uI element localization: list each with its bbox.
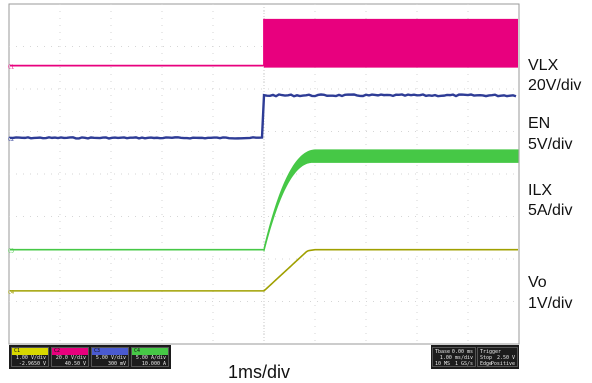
timebase-rate: 1 GS/s [454, 361, 473, 367]
channel-c3-scale: 5.00 V/div [95, 355, 126, 361]
timebase-div: 1.00 ms/div [439, 355, 473, 361]
channel-markers: C1 C2 C3 C4 [8, 65, 14, 296]
channel-c1-offset: -2.9650 V [18, 361, 46, 367]
channel-c4-header [132, 348, 168, 355]
trigger-mode: Stop [480, 355, 493, 361]
channel-box-c4[interactable]: C4 5.00 A/div 10.000 A [131, 347, 169, 367]
en-scale-label: 5V/div [528, 136, 573, 153]
vo-ground-marker: C4 [8, 290, 14, 296]
vlx-name-label: VLX [528, 57, 559, 74]
trigger-slope: Positive [490, 361, 515, 367]
vo-name-label: Vo [528, 274, 547, 291]
channel-c3-header [92, 348, 128, 355]
timebase-delay: 0.00 ms [451, 349, 473, 355]
en-trace [8, 93, 517, 140]
en-ground-marker: C2 [8, 137, 14, 143]
trigger-title: Trigger [480, 349, 502, 355]
channel-c1-header [12, 348, 48, 355]
vo-trace [10, 248, 518, 292]
ilx-name-label: ILX [528, 182, 553, 199]
channel-box-c1[interactable]: C1 1.00 V/div -2.9650 V [11, 347, 49, 367]
traces [8, 18, 519, 292]
channel-status-bar: C1 1.00 V/div -2.9650 V C2 20.0 V/div 40… [9, 345, 171, 369]
channel-c2-offset: 40.50 V [64, 361, 86, 367]
ilx-trace-band [263, 149, 519, 252]
channel-c3-offset: 300 mV [107, 361, 126, 367]
channel-c1-id: C1 [14, 348, 21, 354]
timebase-title: Tbase [435, 349, 451, 355]
trigger-type: Edge [480, 361, 493, 367]
vlx-scale-label: 20V/div [528, 77, 582, 94]
ilx-ground-marker: C3 [8, 249, 14, 255]
vlx-ground-marker: C1 [8, 65, 14, 71]
channel-c2-scale: 20.0 V/div [55, 355, 86, 361]
acquisition-status-bar: Tbase 0.00 ms 1.00 ms/div 10 MS 1 GS/s T… [431, 345, 519, 369]
channel-box-c2[interactable]: C2 20.0 V/div 40.50 V [51, 347, 89, 367]
channel-c4-scale: 5.00 A/div [135, 355, 166, 361]
channel-c4-offset: 10.000 A [141, 361, 166, 367]
vlx-trace-switching-band [264, 18, 518, 68]
channel-c2-header [52, 348, 88, 355]
channel-c1-scale: 1.00 V/div [15, 355, 46, 361]
channel-c3-id: C3 [94, 348, 101, 354]
timebase-samples: 10 MS [435, 361, 451, 367]
trigger-level: 2.50 V [496, 355, 515, 361]
ilx-scale-label: 5A/div [528, 202, 573, 219]
vo-scale-label: 1V/div [528, 295, 573, 312]
channel-c2-id: C2 [54, 348, 61, 354]
timebase-label: 1ms/div [228, 362, 291, 382]
en-name-label: EN [528, 115, 551, 132]
channel-box-c3[interactable]: C3 5.00 V/div 300 mV [91, 347, 129, 367]
timebase-box[interactable]: Tbase 0.00 ms 1.00 ms/div 10 MS 1 GS/s [432, 347, 476, 367]
trigger-box[interactable]: Trigger Stop 2.50 V Edge Positive [477, 347, 518, 367]
channel-c4-id: C4 [134, 348, 141, 354]
